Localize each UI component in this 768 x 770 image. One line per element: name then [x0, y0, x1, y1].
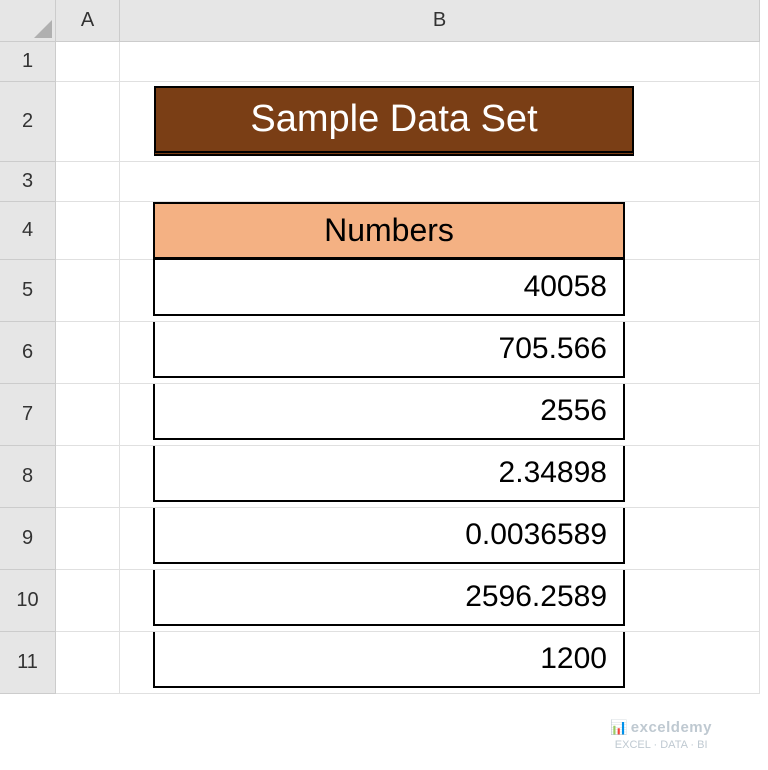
- table-row: 0.0036589: [153, 508, 625, 564]
- cell-b11[interactable]: 1200: [120, 632, 760, 694]
- row-header-5[interactable]: 5: [0, 260, 56, 322]
- row-header-10[interactable]: 10: [0, 570, 56, 632]
- cell-b8[interactable]: 2.34898: [120, 446, 760, 508]
- cell-a1[interactable]: [56, 42, 120, 82]
- row-header-1[interactable]: 1: [0, 42, 56, 82]
- table-row: 2.34898: [153, 446, 625, 502]
- cell-b1[interactable]: [120, 42, 760, 82]
- row-header-11[interactable]: 11: [0, 632, 56, 694]
- watermark-tagline: EXCEL · DATA · BI: [610, 738, 712, 752]
- table-row: 40058: [153, 260, 625, 316]
- row-header-3[interactable]: 3: [0, 162, 56, 202]
- cell-b2[interactable]: Sample Data Set: [120, 82, 760, 162]
- spreadsheet-grid: A B 1 2 Sample Data Set 3 4 Numbers 5 40…: [0, 0, 768, 694]
- cell-b4[interactable]: Numbers: [120, 202, 760, 260]
- cell-b5[interactable]: 40058: [120, 260, 760, 322]
- col-header-a[interactable]: A: [56, 0, 120, 42]
- cell-b6[interactable]: 705.566: [120, 322, 760, 384]
- row-header-7[interactable]: 7: [0, 384, 56, 446]
- title-box: Sample Data Set: [154, 86, 634, 156]
- cell-b10[interactable]: 2596.2589: [120, 570, 760, 632]
- row-header-6[interactable]: 6: [0, 322, 56, 384]
- cell-a8[interactable]: [56, 446, 120, 508]
- cell-a7[interactable]: [56, 384, 120, 446]
- cell-b3[interactable]: [120, 162, 760, 202]
- cell-a5[interactable]: [56, 260, 120, 322]
- cell-a4[interactable]: [56, 202, 120, 260]
- watermark-brand: exceldemy: [631, 719, 712, 736]
- cell-a9[interactable]: [56, 508, 120, 570]
- cell-a3[interactable]: [56, 162, 120, 202]
- table-header: Numbers: [153, 202, 625, 260]
- row-header-2[interactable]: 2: [0, 82, 56, 162]
- cell-b9[interactable]: 0.0036589: [120, 508, 760, 570]
- select-all-corner[interactable]: [0, 0, 56, 42]
- cell-a2[interactable]: [56, 82, 120, 162]
- cell-a11[interactable]: [56, 632, 120, 694]
- row-header-8[interactable]: 8: [0, 446, 56, 508]
- cell-a6[interactable]: [56, 322, 120, 384]
- row-header-4[interactable]: 4: [0, 202, 56, 260]
- cell-a10[interactable]: [56, 570, 120, 632]
- watermark: 📊exceldemy EXCEL · DATA · BI: [610, 718, 712, 752]
- row-header-9[interactable]: 9: [0, 508, 56, 570]
- table-row: 2556: [153, 384, 625, 440]
- table-row: 2596.2589: [153, 570, 625, 626]
- chart-icon: 📊: [610, 719, 627, 735]
- table-row: 1200: [153, 632, 625, 688]
- col-header-b[interactable]: B: [120, 0, 760, 42]
- cell-b7[interactable]: 2556: [120, 384, 760, 446]
- table-row: 705.566: [153, 322, 625, 378]
